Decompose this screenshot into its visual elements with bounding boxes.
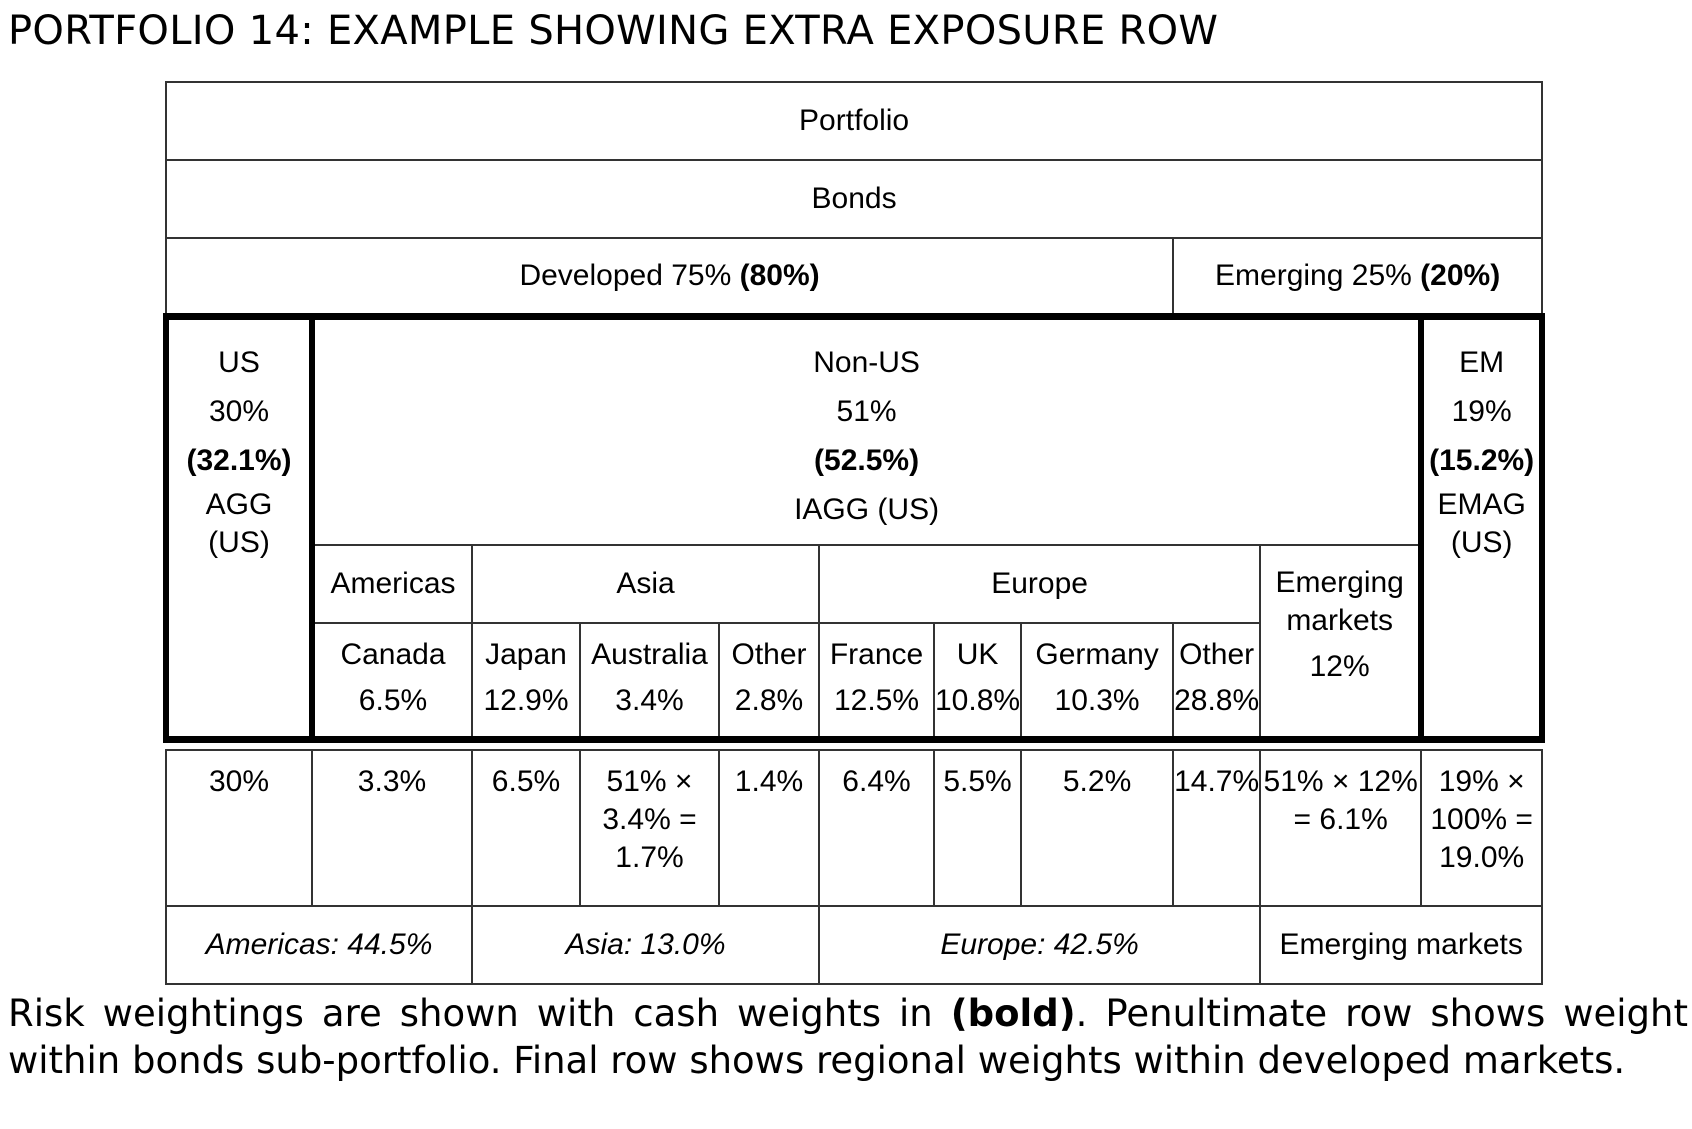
emerging-cash-weight: (20%) (1420, 259, 1501, 292)
us-risk-weight: 30% (208, 395, 270, 428)
em-block: EM 19% (15.2%) EMAG (US) (1418, 313, 1546, 743)
caption-text-2: . Penultimate row shows weight within bo… (8, 992, 1689, 1082)
exposure-line: 1.7% (615, 841, 684, 874)
exposure-us: 30% (165, 749, 313, 907)
country-canada: Canada 6.5% (309, 622, 473, 743)
country-name: Germany (1035, 638, 1159, 671)
nonus-risk-weight: 51% (836, 395, 897, 428)
caption-text-1: Risk weightings are shown with cash weig… (8, 992, 951, 1035)
exposure-line: 51% × 12% (1263, 765, 1418, 798)
country-name: Other (731, 638, 807, 671)
em-risk-weight: 19% (1451, 395, 1512, 428)
us-fund-region: (US) (208, 526, 270, 559)
emerging-markets-line2: markets (1286, 604, 1393, 637)
exposure-em: 19% × 100% = 19.0% (1420, 749, 1544, 907)
exposure-line: 100% = (1430, 803, 1533, 836)
exposure-canada: 3.3% (311, 749, 473, 907)
portfolio-header: Portfolio (164, 81, 1544, 161)
portfolio-table: Portfolio Bonds Developed 75% (80%) Emer… (163, 81, 1546, 985)
country-asia-other: Other 2.8% (718, 622, 820, 743)
regional-europe: Europe: 42.5% (817, 905, 1262, 985)
emerging-markets-weight: 12% (1309, 650, 1370, 683)
em-fund: EMAG (1437, 488, 1526, 521)
country-uk: UK 10.8% (932, 622, 1023, 743)
caption-bold: (bold) (950, 992, 1076, 1035)
exposure-australia: 51% × 3.4% = 1.7% (579, 749, 720, 907)
exposure-line: 19.0% (1439, 841, 1525, 874)
us-name: US (218, 346, 260, 379)
country-weight: 6.5% (358, 684, 428, 717)
nonus-block: Non-US 51% (52.5%) IAGG (US) (308, 313, 1425, 546)
country-weight: 3.4% (615, 684, 684, 717)
exposure-uk: 5.5% (932, 749, 1023, 907)
country-europe-other: Other 28.8% (1172, 622, 1262, 743)
country-name: France (829, 638, 924, 671)
country-name: Australia (591, 638, 708, 671)
country-name: UK (956, 638, 999, 671)
country-weight: 12.5% (833, 684, 920, 717)
exposure-line: 51% × (606, 765, 693, 798)
nonus-fund: IAGG (US) (794, 493, 940, 526)
em-cash-weight: (15.2%) (1429, 444, 1535, 477)
country-weight: 10.8% (935, 684, 1021, 717)
exposure-europe-other: 14.7% (1172, 749, 1262, 907)
country-name: Japan (485, 638, 567, 671)
page-title: PORTFOLIO 14: EXAMPLE SHOWING EXTRA EXPO… (8, 8, 1219, 54)
regional-asia: Asia: 13.0% (471, 905, 820, 985)
country-weight: 28.8% (1174, 684, 1260, 717)
exposure-emerging-markets: 51% × 12% = 6.1% (1259, 749, 1423, 907)
exposure-asia-other: 1.4% (718, 749, 820, 907)
developed-header: Developed 75% (80%) (164, 237, 1175, 318)
nonus-name: Non-US (813, 346, 920, 379)
exposure-germany: 5.2% (1020, 749, 1175, 907)
emerging-label: Emerging 25% (1215, 259, 1412, 292)
exposure-line: = 6.1% (1293, 803, 1388, 836)
us-block: US 30% (32.1%) AGG (US) (163, 313, 315, 743)
portfolio-table-wrapper: Portfolio Bonds Developed 75% (80%) Emer… (163, 81, 1546, 985)
region-asia: Asia (471, 544, 820, 624)
region-europe: Europe (817, 544, 1262, 624)
bonds-header: Bonds (164, 159, 1544, 239)
us-fund: AGG (205, 488, 273, 521)
exposure-france: 6.4% (818, 749, 935, 907)
country-germany: Germany 10.3% (1020, 622, 1175, 743)
region-emerging-markets: Emerging markets 12% (1259, 544, 1425, 743)
em-fund-region: (US) (1450, 526, 1513, 559)
regional-americas: Americas: 44.5% (165, 905, 473, 985)
us-cash-weight: (32.1%) (186, 444, 292, 477)
country-name: Other (1179, 638, 1255, 671)
country-weight: 10.3% (1054, 684, 1140, 717)
region-americas: Americas (309, 544, 473, 624)
nonus-cash-weight: (52.5%) (814, 444, 920, 477)
exposure-line: 19% × (1438, 765, 1525, 798)
em-name: EM (1459, 346, 1505, 379)
row-separator (166, 739, 1543, 751)
country-weight: 12.9% (483, 684, 569, 717)
country-australia: Australia 3.4% (579, 622, 720, 743)
developed-label: Developed 75% (519, 259, 732, 292)
country-name: Canada (340, 638, 446, 671)
caption: Risk weightings are shown with cash weig… (8, 990, 1688, 1084)
country-france: France 12.5% (818, 622, 935, 743)
exposure-japan: 6.5% (471, 749, 581, 907)
country-weight: 2.8% (734, 684, 804, 717)
emerging-markets-line1: Emerging (1275, 566, 1404, 599)
regional-emerging-markets: Emerging markets (1259, 905, 1544, 985)
developed-cash-weight: (80%) (739, 259, 820, 292)
emerging-header: Emerging 25% (20%) (1172, 237, 1544, 318)
country-japan: Japan 12.9% (471, 622, 581, 743)
exposure-line: 3.4% = (602, 803, 697, 836)
